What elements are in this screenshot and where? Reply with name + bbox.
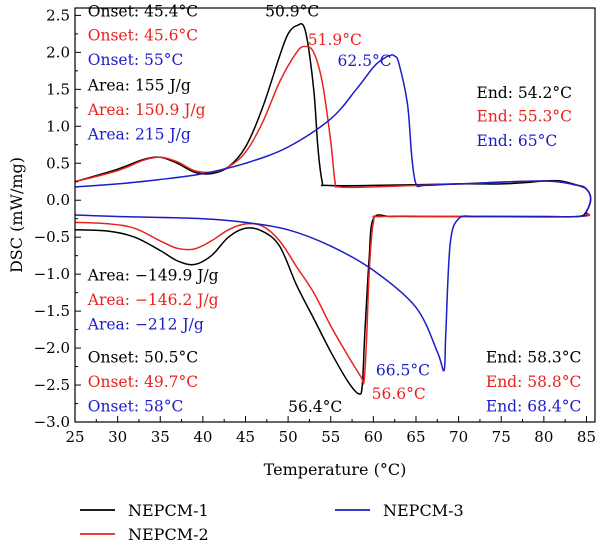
annotation: Onset: 49.7°C xyxy=(88,373,198,391)
annotation: Onset: 58°C xyxy=(88,397,184,415)
y-tick-label: −2.0 xyxy=(34,339,70,357)
annotation: End: 54.2°C xyxy=(477,84,572,102)
annotation: 51.9°C xyxy=(308,31,362,49)
annotation: End: 65°C xyxy=(477,132,558,150)
y-tick-label: −1.0 xyxy=(34,265,70,283)
x-tick-label: 60 xyxy=(364,428,383,446)
annotation: Area: −146.2 J/g xyxy=(87,291,219,309)
y-tick-label: 2.5 xyxy=(46,6,70,24)
y-tick-label: −2.5 xyxy=(34,376,70,394)
annotation: Area: −212 J/g xyxy=(87,315,204,333)
annotation: 62.5°C xyxy=(338,52,392,70)
x-axis-title: Temperature (°C) xyxy=(264,460,407,479)
x-tick-label: 70 xyxy=(449,428,468,446)
annotation: Onset: 55°C xyxy=(88,51,184,69)
x-tick-label: 45 xyxy=(236,428,255,446)
x-tick-label: 55 xyxy=(321,428,340,446)
annotation: Area: −149.9 J/g xyxy=(87,267,219,285)
y-tick-label: 1.5 xyxy=(46,80,70,98)
x-tick-label: 40 xyxy=(193,428,212,446)
annotation-group: Onset: 45.4°C Onset: 45.6°C Onset: 55°C Are… xyxy=(87,3,582,417)
legend-label: NEPCM-3 xyxy=(383,501,464,520)
annotation: End: 58.8°C xyxy=(486,373,582,391)
x-axis: 25 30 35 40 45 50 55 60 65 70 75 80 85 xyxy=(65,416,596,446)
annotation: 50.9°C xyxy=(265,3,319,21)
annotation: Onset: 45.4°C xyxy=(88,3,198,21)
annotation: Area: 155 J/g xyxy=(87,77,191,95)
annotation: 66.5°C xyxy=(376,361,430,379)
annotation: 56.4°C xyxy=(288,398,342,416)
y-axis: −3.0 −2.5 −2.0 −1.5 −1.0 −0.5 0.0 0.5 1.0 1.5 2.0 2… xyxy=(34,6,81,431)
x-tick-label: 35 xyxy=(151,428,170,446)
annotation: Area: 150.9 J/g xyxy=(87,101,206,119)
annotation: End: 58.3°C xyxy=(486,349,582,367)
plot-frame xyxy=(74,7,596,423)
x-tick-label: 50 xyxy=(279,428,298,446)
legend-label: NEPCM-1 xyxy=(128,501,209,520)
annotation: Onset: 50.5°C xyxy=(88,349,198,367)
x-tick-label: 25 xyxy=(65,428,84,446)
series-line-3 xyxy=(74,54,592,372)
x-tick-label: 80 xyxy=(534,428,553,446)
x-tick-label: 65 xyxy=(406,428,425,446)
annotation: 56.6°C xyxy=(372,385,426,403)
y-axis-title: DSC (mW/mg) xyxy=(7,157,26,273)
y-tick-label: −1.5 xyxy=(34,302,70,320)
x-tick-label: 30 xyxy=(108,428,127,446)
y-tick-label: 1.0 xyxy=(46,117,70,135)
annotation: End: 68.4°C xyxy=(486,397,582,415)
y-tick-label: 0.0 xyxy=(46,191,70,209)
x-tick-label: 85 xyxy=(577,428,596,446)
y-tick-label: −0.5 xyxy=(34,228,70,246)
legend: NEPCM-1 NEPCM-2 NEPCM-3 xyxy=(80,501,464,544)
annotation: Area: 215 J/g xyxy=(87,125,191,143)
legend-label: NEPCM-2 xyxy=(128,525,209,544)
annotation: End: 55.3°C xyxy=(477,108,572,126)
annotation: Onset: 45.6°C xyxy=(88,26,198,44)
y-tick-label: 0.5 xyxy=(46,154,70,172)
series-curves xyxy=(74,23,592,395)
y-tick-label: 2.0 xyxy=(46,43,70,61)
x-tick-label: 75 xyxy=(492,428,511,446)
y-tick-label: −3.0 xyxy=(34,413,70,431)
